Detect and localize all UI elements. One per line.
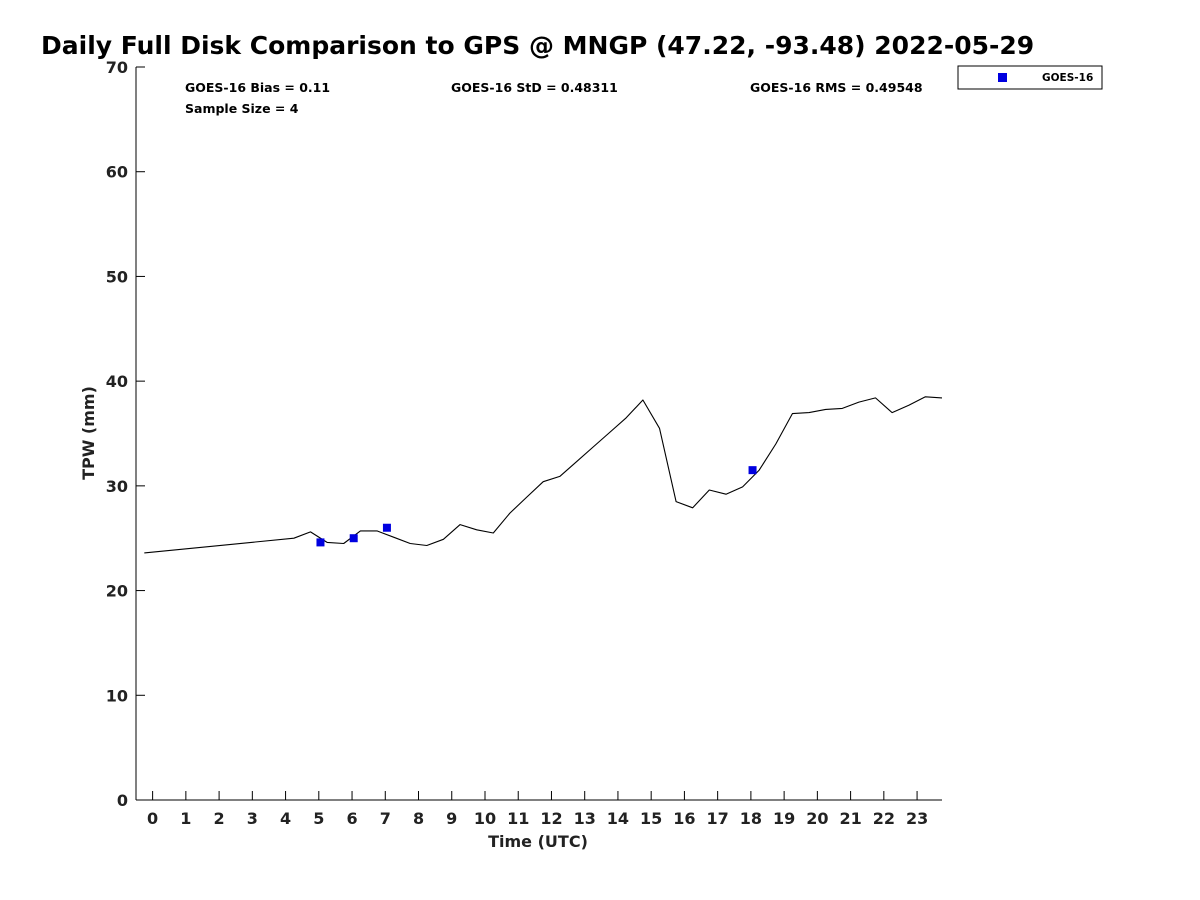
y-axis-label: TPW (mm) bbox=[79, 386, 98, 480]
legend-label-goes-16: GOES-16 bbox=[1042, 72, 1093, 84]
x-tick-label: 17 bbox=[707, 809, 729, 828]
x-tick-label: 9 bbox=[446, 809, 457, 828]
y-tick-label: 20 bbox=[106, 582, 128, 601]
goes-16-point bbox=[382, 523, 391, 532]
x-tick-label: 8 bbox=[413, 809, 424, 828]
y-tick-label: 70 bbox=[106, 58, 128, 77]
y-tick-label: 10 bbox=[106, 686, 128, 705]
x-tick-label: 15 bbox=[640, 809, 662, 828]
y-tick-label: 60 bbox=[106, 163, 128, 182]
x-tick-label: 10 bbox=[474, 809, 496, 828]
x-tick-label: 3 bbox=[247, 809, 258, 828]
gps-tpw-line bbox=[144, 396, 943, 554]
y-tick-label: 0 bbox=[117, 791, 128, 810]
x-tick-label: 6 bbox=[346, 809, 357, 828]
x-tick-label: 0 bbox=[147, 809, 158, 828]
legend: GOES-16 bbox=[957, 65, 1103, 90]
x-tick-label: 21 bbox=[839, 809, 861, 828]
x-tick-label: 11 bbox=[507, 809, 529, 828]
goes-16-point bbox=[349, 534, 358, 543]
plot-area bbox=[135, 67, 942, 801]
x-tick-label: 20 bbox=[806, 809, 828, 828]
rms-stat: GOES-16 RMS = 0.49548 bbox=[750, 80, 923, 95]
y-tick-label: 50 bbox=[106, 267, 128, 286]
series-layer bbox=[144, 396, 943, 554]
x-tick-label: 14 bbox=[607, 809, 629, 828]
x-tick-label: 16 bbox=[673, 809, 695, 828]
y-tick-label: 40 bbox=[106, 372, 128, 391]
x-tick-label: 13 bbox=[574, 809, 596, 828]
sample-size-stat: Sample Size = 4 bbox=[185, 101, 299, 116]
y-axis-ticks: 0 10 20 30 40 50 60 70 bbox=[106, 58, 145, 810]
legend-marker-goes-16 bbox=[998, 73, 1007, 82]
x-tick-label: 4 bbox=[280, 809, 291, 828]
x-axis-label: Time (UTC) bbox=[488, 832, 588, 851]
x-axis-ticks: 0 1 2 3 4 5 6 7 8 9 10 11 12 13 14 15 16 17 18 19 20 21 22 23 bbox=[147, 791, 928, 828]
goes-16-point bbox=[316, 538, 325, 547]
x-tick-label: 23 bbox=[906, 809, 928, 828]
legend-box bbox=[957, 65, 1103, 90]
x-tick-label: 22 bbox=[873, 809, 895, 828]
y-tick-label: 30 bbox=[106, 477, 128, 496]
x-tick-label: 7 bbox=[380, 809, 391, 828]
bias-stat: GOES-16 Bias = 0.11 bbox=[185, 80, 330, 95]
x-tick-label: 19 bbox=[773, 809, 795, 828]
x-tick-label: 1 bbox=[180, 809, 191, 828]
std-stat: GOES-16 StD = 0.48311 bbox=[451, 80, 618, 95]
chart-title: Daily Full Disk Comparison to GPS @ MNGP… bbox=[41, 31, 1034, 60]
x-tick-label: 18 bbox=[740, 809, 762, 828]
x-tick-label: 2 bbox=[214, 809, 225, 828]
x-tick-label: 5 bbox=[313, 809, 324, 828]
x-tick-label: 12 bbox=[540, 809, 562, 828]
goes-16-point bbox=[748, 466, 757, 475]
